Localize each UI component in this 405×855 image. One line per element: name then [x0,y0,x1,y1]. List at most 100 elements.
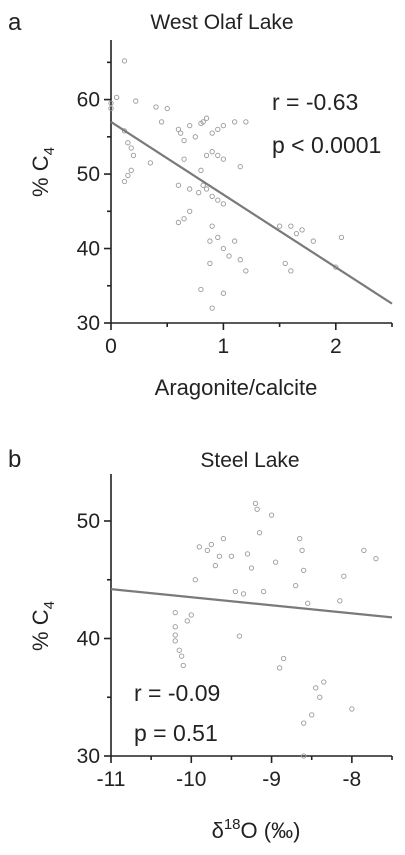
panel-a-data-point [196,190,202,196]
panel-a-data-point [209,305,215,311]
panel-a-data-point [215,126,221,133]
panel-a: a West Olaf Lake r = -0.63 p < 0.0001 Ar… [8,9,393,400]
panel-b-plot: 30 40 50 -11 -10 -9 -8 [77,474,393,791]
panel-a-data-point [187,122,193,129]
panel-a-data-point [288,268,294,274]
panel-a-data-point [207,260,213,267]
panel-b-letter: b [8,446,21,473]
panel-b-x-tick-label: -8 [343,768,362,791]
panel-a-data-point [215,234,221,241]
panel-a-y-tick-label: 30 [77,312,100,335]
panel-b-x-tick-label: -10 [176,768,206,791]
panel-a-data-point [128,145,134,151]
panel-b-data-point [172,632,178,638]
panel-b-title: Steel Lake [200,449,299,472]
panel-a-data-point [299,227,305,233]
panel-a-data-point [243,119,249,125]
panel-b-data-point [204,547,210,554]
panel-a-data-point [108,105,114,112]
panel-b-y-tick-label: 30 [77,745,100,768]
panel-a-data-point [243,268,249,274]
panel-b-data-point [313,685,319,691]
panel-a-data-point [207,238,213,244]
panel-a-data-point [113,94,120,100]
panel-a-data-point [164,105,170,112]
panel-b-data-point [276,665,283,671]
panel-a-data-point [215,152,221,159]
panel-a-data-point [198,286,204,293]
panel-a-data-point [175,182,182,188]
panel-b-data-point [321,679,327,685]
panel-a-data-point [237,163,243,170]
panel-a-y-tick-label: 60 [77,89,100,112]
panel-b-data-point [297,535,303,542]
panel-a-data-point [200,182,206,188]
panel-a-data-point [153,104,159,110]
panel-a-data-point [181,137,187,144]
panel-b-data-point [208,541,215,548]
panel-a-data-point [220,201,227,207]
panel-a-x-tick-label: 0 [105,335,117,358]
panel-a-data-point [175,126,182,133]
panel-a-data-point [220,290,227,296]
panel-b-data-point [196,544,202,550]
panel-a-data-point [130,152,137,159]
panel-a-plot: 30 40 50 60 0 1 2 [77,40,393,358]
panel-b-y-tick-label: 40 [77,628,100,651]
panel-b-data-point [172,624,178,630]
panel-a-data-point [215,197,221,203]
panel-b-data-point [299,547,305,554]
panel-a-data-point [220,245,227,252]
panel-a-data-point [178,130,184,136]
panel-b-data-point [232,588,239,595]
panel-a-x-tick-label: 1 [218,335,230,358]
panel-a-data-point [288,223,294,229]
panel-a-data-point [226,253,232,259]
panel-a-data-point [220,122,227,129]
panel-a-x-axis-label: Aragonite/calcite [155,375,318,400]
panel-a-y-axis-label: % C4 [28,147,58,197]
panel-b-data-point [305,600,311,606]
panel-a-data-point [338,234,345,241]
panel-b-data-point [172,610,178,616]
panel-b-data-point [180,662,186,669]
panel-b-data-point [220,535,227,542]
panel-b-data-point [212,563,219,569]
panel-b-data-point [293,582,299,589]
panel-a-data-point [220,156,227,162]
panel-b-data-point [309,712,315,718]
panel-b-data-point [184,618,190,624]
panel-b-r-annotation: r = -0.09 [134,680,220,706]
panel-a-data-point [209,193,215,200]
panel-a-data-point [181,216,187,222]
panel-b-x-tick-label: -9 [262,768,281,791]
panel-b-data-point [248,565,255,571]
panel-b-data-point [244,551,251,557]
panel-b-regression-line [110,588,393,619]
panel-b-data-point [216,553,223,559]
panel-a-data-point [203,186,210,192]
panel-b-data-point [236,633,243,639]
panel-a-data-point [200,119,206,125]
panel-a-data-point [209,130,215,136]
panel-a-title: West Olaf Lake [150,11,293,34]
panel-a-p-annotation: p < 0.0001 [272,132,381,158]
panel-a-y-tick-label: 40 [77,238,100,261]
panel-b-data-point [301,720,307,726]
panel-b-data-point [254,506,260,512]
panel-b-data-point [301,567,307,573]
panel-b-data-point [240,591,247,597]
panel-b-data-point [373,555,379,562]
panel-b: b Steel Lake r = -0.09 p = 0.51 δ18O (‰)… [8,446,393,843]
panel-b-data-point [176,647,182,653]
panel-a-data-point [237,257,243,263]
panel-a-data-point [209,149,215,155]
panel-a-data-point [125,172,131,179]
panel-b-data-point [260,588,267,595]
panel-a-data-point [108,100,114,106]
panel-a-data-point [293,230,300,237]
panel-a-data-point [231,119,238,125]
panel-a-data-point [175,219,182,226]
panel-a-data-point [203,152,210,159]
